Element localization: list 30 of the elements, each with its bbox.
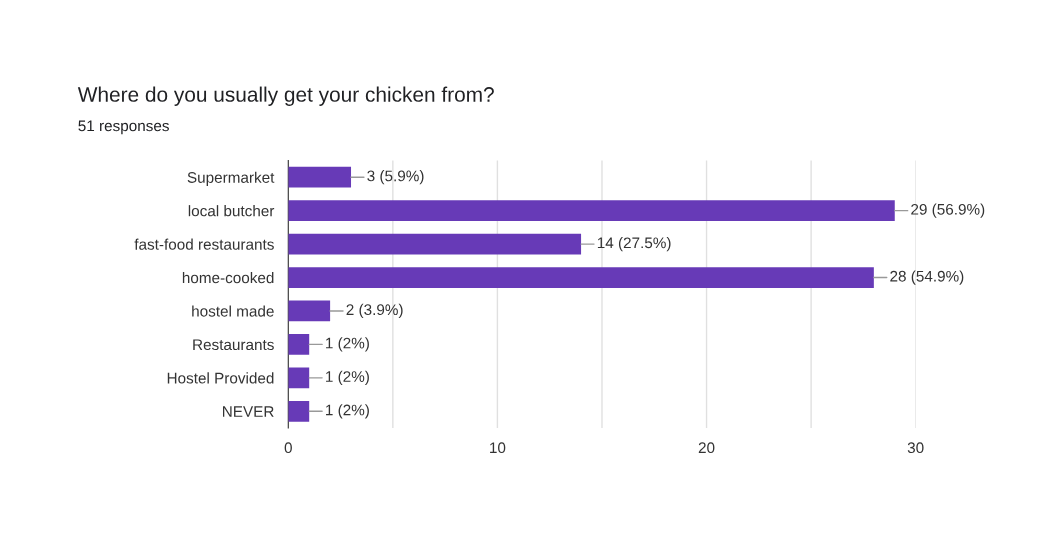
y-tick-label: Restaurants	[193, 339, 274, 351]
y-tick-label: fast-food restaurants	[134, 238, 274, 250]
y-tick-label: home-cooked	[182, 272, 274, 284]
y-tick-label: local butcher	[188, 205, 275, 217]
data-label: 29 (56.9%)	[911, 203, 985, 218]
bar	[288, 200, 895, 222]
x-tick-label: 30	[907, 442, 924, 454]
data-label: 3 (5.9%)	[367, 170, 424, 185]
data-label: 28 (54.9%)	[890, 270, 964, 285]
bar	[288, 267, 874, 288]
y-tick-label: NEVER	[223, 406, 274, 417]
text: 51 responses	[78, 120, 169, 135]
x-tick-label: 20	[698, 442, 715, 454]
bar	[288, 233, 582, 255]
bar	[288, 166, 352, 188]
x-tick-label: 0	[284, 442, 292, 454]
y-tick-label: Hostel Provided	[167, 372, 274, 384]
bar	[288, 400, 310, 422]
data-label: 1 (2%)	[326, 337, 369, 352]
chart-title: Where do you usually get your chicken from?	[77, 86, 494, 106]
y-tick-label: Supermarket	[187, 171, 275, 186]
y-tick-label: hostel made	[192, 305, 274, 317]
bar	[288, 367, 310, 389]
data-label: 1 (2%)	[326, 404, 369, 419]
data-label: 2 (3.9%)	[346, 303, 403, 319]
data-label: 1 (2%)	[326, 370, 369, 385]
data-label: 14 (27.5%)	[597, 236, 671, 252]
bar	[288, 300, 331, 322]
x-tick-label: 10	[490, 442, 506, 454]
bar	[288, 334, 310, 355]
